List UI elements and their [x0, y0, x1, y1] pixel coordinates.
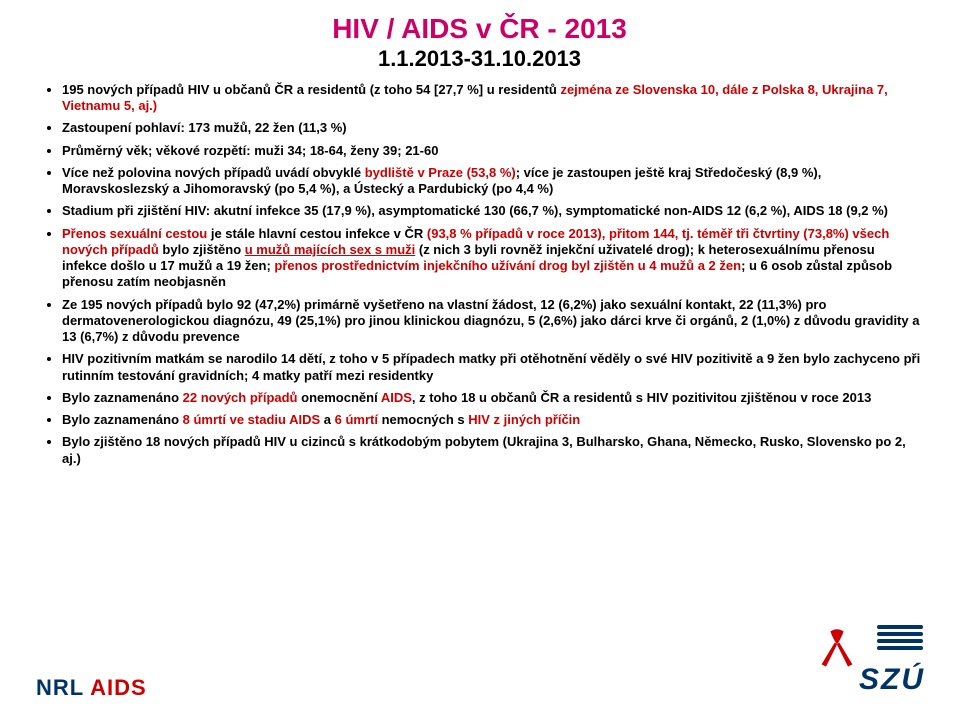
slide-container: HIV / AIDS v ČR - 2013 1.1.2013-31.10.20…: [0, 0, 959, 713]
bullet-item: Více než polovina nových případů uvádí o…: [62, 165, 923, 198]
szu-logo: SZÚ: [859, 663, 925, 697]
bullet-item: Bylo zjištěno 18 nových případů HIV u ci…: [62, 434, 923, 467]
bullet-item: Zastoupení pohlaví: 173 mužů, 22 žen (11…: [62, 120, 923, 136]
nrl-text: NRL: [36, 675, 84, 700]
bullet-text-part: přenos prostřednictvím injekčního užíván…: [274, 258, 741, 273]
szu-line: [877, 632, 923, 636]
szu-decorative-lines: [877, 625, 923, 653]
bullet-text-part: Bylo zjištěno 18 nových případů HIV u ci…: [62, 434, 906, 465]
aids-ribbon-icon: [815, 627, 859, 671]
bullet-item: Přenos sexuální cestou je stále hlavní c…: [62, 226, 923, 291]
bullet-text-part: onemocnění: [298, 390, 381, 405]
bullet-text-part: Bylo zaznamenáno: [62, 390, 183, 405]
bullet-text-part: bydliště v Praze (53,8 %): [365, 165, 516, 180]
bullet-text-part: Ze 195 nových případů bylo 92 (47,2%) pr…: [62, 297, 919, 345]
bullet-item: Ze 195 nových případů bylo 92 (47,2%) pr…: [62, 297, 923, 346]
bullet-text-part: nových případů uvádí obvyklé: [171, 165, 365, 180]
nrl-aids-logo: NRL AIDS: [36, 675, 147, 701]
bullet-item: Stadium při zjištění HIV: akutní infekce…: [62, 203, 923, 219]
aids-text: AIDS: [90, 675, 147, 700]
bullet-text-part: Více než polovina: [62, 165, 171, 180]
bullet-text-part: Přenos sexuální cestou: [62, 226, 207, 241]
bullet-text-part: 22 nových případů: [183, 390, 298, 405]
bullet-text-part: HIV pozitivním matkám se narodilo 14 dět…: [62, 351, 920, 382]
bullet-text-part: HIV z jiných příčin: [468, 412, 580, 427]
title-subtitle: 1.1.2013-31.10.2013: [36, 46, 923, 72]
bullet-list: 195 nových případů HIV u občanů ČR a res…: [36, 82, 923, 467]
bullet-item: Bylo zaznamenáno 22 nových případů onemo…: [62, 390, 923, 406]
bullet-text-part: Stadium při zjištění HIV: akutní infekce…: [62, 203, 888, 218]
szu-line: [877, 625, 923, 629]
bullet-item: HIV pozitivním matkám se narodilo 14 dět…: [62, 351, 923, 384]
bullet-text-part: 6 úmrtí: [335, 412, 378, 427]
bullet-item: Bylo zaznamenáno 8 úmrtí ve stadiu AIDS …: [62, 412, 923, 428]
bullet-text-part: 195 nových případů HIV u občanů ČR a res…: [62, 82, 560, 97]
bullet-text-part: Průměrný věk; věkové rozpětí: muži 34; 1…: [62, 143, 438, 158]
bullet-text-part: 8 úmrtí ve stadiu AIDS: [183, 412, 321, 427]
bullet-text-part: a: [320, 412, 334, 427]
bullet-text-part: , z toho 18 u občanů ČR a residentů s HI…: [412, 390, 871, 405]
bullet-item: 195 nových případů HIV u občanů ČR a res…: [62, 82, 923, 115]
bullet-item: Průměrný věk; věkové rozpětí: muži 34; 1…: [62, 143, 923, 159]
bullet-text-part: bylo zjištěno: [162, 242, 244, 257]
szu-line: [877, 639, 923, 643]
szu-line: [877, 646, 923, 650]
bullet-text-part: nemocných s: [378, 412, 468, 427]
bullet-text-part: Bylo zaznamenáno: [62, 412, 183, 427]
slide-title: HIV / AIDS v ČR - 2013 1.1.2013-31.10.20…: [36, 12, 923, 72]
bullet-text-part: u mužů majících sex s muži: [245, 242, 416, 257]
title-main: HIV / AIDS v ČR - 2013: [36, 12, 923, 46]
bullet-text-part: je stále hlavní cestou infekce v ČR: [207, 226, 427, 241]
bullet-text-part: AIDS: [381, 390, 412, 405]
bullet-text-part: Zastoupení pohlaví: 173 mužů, 22 žen (11…: [62, 120, 347, 135]
